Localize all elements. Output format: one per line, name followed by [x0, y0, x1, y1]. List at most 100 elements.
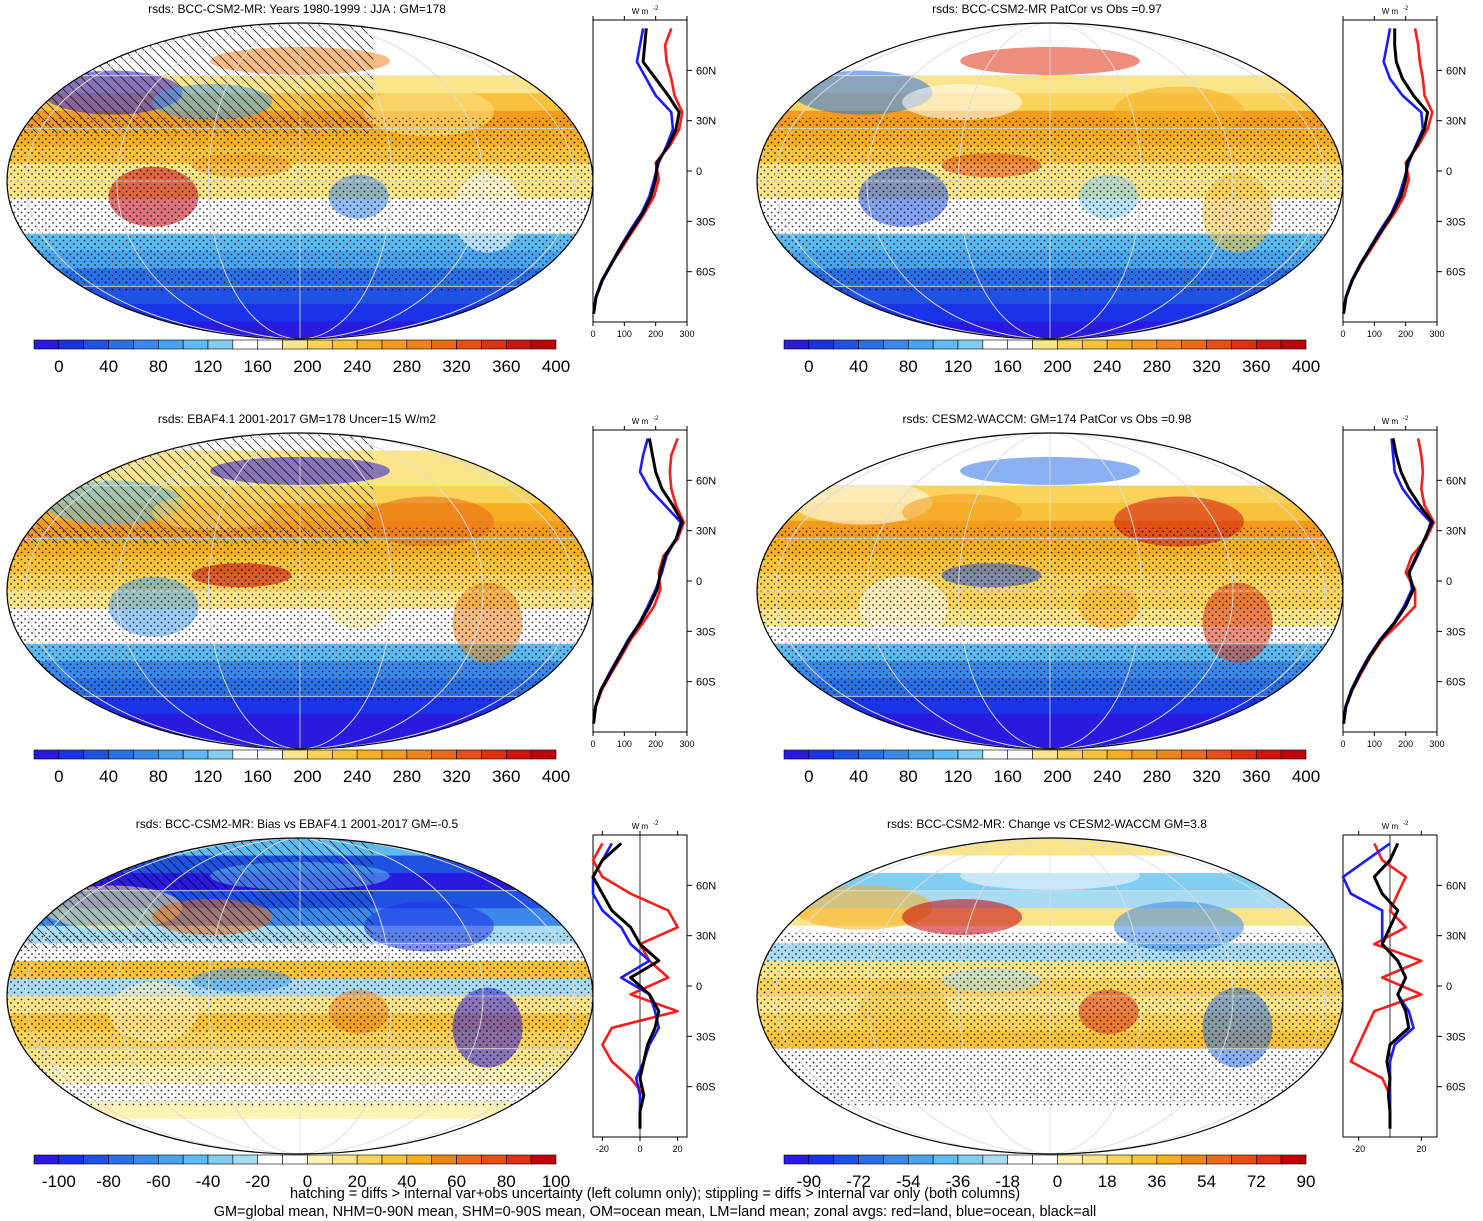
colorbar-cell	[932, 1154, 959, 1165]
colorbar-cell	[982, 339, 1009, 350]
colorbar-tick-label: -60	[146, 1172, 171, 1191]
colorbar-cell	[1007, 749, 1033, 760]
colorbar-tick-label: 36	[1147, 1172, 1166, 1191]
colorbar-cell	[331, 749, 358, 760]
zonal-ytick-label: 60N	[696, 65, 716, 77]
colorbar-tick-label: 320	[1192, 767, 1220, 786]
colorbar-tick-label: -40	[196, 1172, 221, 1191]
map-panel-6	[756, 837, 1344, 1155]
colorbar-cell	[1181, 339, 1207, 350]
colorbar-cell	[431, 1154, 457, 1165]
zonal-series-ocean	[1342, 28, 1425, 314]
map-panel-2	[756, 22, 1344, 340]
colorbar-cell	[331, 339, 358, 350]
field-patch	[792, 480, 933, 525]
colorbar-cell	[505, 1154, 532, 1165]
map-panel-1	[6, 22, 594, 340]
panel-title-2: rsds: BCC-CSM2-MR PatCor vs Obs =0.97	[932, 2, 1162, 16]
zonal-ytick-label: 0	[1446, 166, 1452, 178]
colorbar-cell	[157, 339, 184, 350]
colorbar-tick-label: 280	[1143, 767, 1171, 786]
colorbar-cell	[282, 339, 308, 350]
map-field	[757, 433, 1343, 749]
colorbar-cell	[1255, 1154, 1282, 1165]
zonal-ytick-label: 0	[1446, 576, 1452, 588]
zonal-xtick-label: 0	[1340, 739, 1345, 749]
colorbar-cell	[783, 749, 810, 760]
colorbar-cell	[1231, 339, 1257, 350]
colorbar-cell	[182, 749, 209, 760]
zonal-xtick-label: 0	[590, 329, 595, 339]
colorbar-cell	[1106, 749, 1133, 760]
field-patch	[902, 84, 1023, 120]
zonal-series-land	[1349, 842, 1423, 1129]
colorbar-tick-label: -18	[995, 1172, 1020, 1191]
map-field	[7, 23, 593, 339]
colorbar-cell	[58, 339, 85, 350]
graticule-lon	[774, 838, 1326, 1154]
panel-title-6: rsds: BCC-CSM2-MR: Change vs CESM2-WACCM…	[887, 817, 1207, 831]
panel-title-5: rsds: BCC-CSM2-MR: Bias vs EBAF4.1 2001-…	[135, 817, 459, 831]
colorbar-cell	[356, 339, 383, 350]
colorbar-cell	[406, 749, 433, 760]
zonal-frame	[1342, 19, 1438, 323]
colorbar-tick-label: 360	[492, 357, 520, 376]
colorbar-cell	[108, 749, 134, 760]
colorbar-tick-label: 80	[497, 1172, 516, 1191]
zonal-ytick-label: 60N	[696, 475, 716, 487]
colorbar-cell	[232, 1154, 259, 1165]
zonal-xtick-label: 0	[1340, 329, 1345, 339]
zonal-ytick-label: 60S	[696, 677, 716, 689]
graticule-lon	[208, 23, 392, 339]
colorbar-cell	[257, 1154, 283, 1165]
colorbar-cell	[1156, 749, 1183, 760]
colorbar-cell	[356, 749, 383, 760]
hatching	[21, 23, 374, 134]
colorbar-cell	[406, 339, 433, 350]
colorbar-tick-label: 400	[1292, 767, 1320, 786]
zonal-unit-label: W m	[1382, 822, 1399, 831]
zonal-xtick-label: 0	[637, 1144, 642, 1154]
zonal-series-all	[592, 28, 681, 314]
zonal-unit-exponent: -2	[653, 6, 659, 12]
colorbar-tick-label: 240	[343, 357, 371, 376]
colorbar-cell	[833, 749, 859, 760]
colorbar-cell	[833, 339, 859, 350]
colorbar-cell	[1156, 339, 1183, 350]
colorbar-tick-label: -36	[946, 1172, 971, 1191]
zonal-plot-2: W m -2 60N 30N 0 30S 60S 0 100 200 300	[1340, 6, 1466, 339]
colorbar-cell	[481, 749, 507, 760]
colorbar-cell	[257, 339, 283, 350]
colorbar-cell	[957, 339, 984, 350]
colorbar-cell	[133, 749, 159, 760]
graticule-lon	[774, 433, 1326, 749]
colorbar-cell	[1007, 1154, 1033, 1165]
colorbar-tick-label: 240	[1093, 767, 1121, 786]
zonal-ytick-label: 30S	[1446, 1031, 1466, 1043]
panel-title-4: rsds: CESM2-WACCM: GM=174 PatCor vs Obs …	[902, 412, 1192, 426]
colorbar-tick-label: 120	[194, 357, 222, 376]
colorbar-tick-label: 80	[149, 357, 168, 376]
zonal-unit-exponent: -2	[1403, 821, 1409, 827]
map-panel-3	[6, 432, 594, 750]
colorbar-cell	[207, 339, 234, 350]
colorbar-cell	[481, 339, 507, 350]
colorbar-cell	[456, 339, 482, 350]
colorbar-cell	[33, 749, 60, 760]
zonal-ytick-label: 60N	[1446, 65, 1466, 77]
zonal-unit-label: W m	[1382, 417, 1399, 426]
colorbar-cell	[481, 1154, 507, 1165]
colorbar-cell	[883, 749, 909, 760]
zonal-xtick-label: 200	[1398, 329, 1413, 339]
zonal-ytick-label: 30N	[696, 526, 716, 538]
zonal-xtick-label: -20	[596, 1144, 609, 1154]
colorbar-cell	[133, 339, 159, 350]
colorbar-cell	[431, 749, 457, 760]
colorbar-cell	[1131, 1154, 1158, 1165]
colorbar-cell	[1106, 1154, 1133, 1165]
colorbar-cell	[331, 1154, 358, 1165]
colorbar-cell	[858, 339, 884, 350]
colorbar-cell	[157, 749, 184, 760]
colorbar-tick-label: 0	[54, 767, 63, 786]
colorbar-cell	[982, 1154, 1009, 1165]
